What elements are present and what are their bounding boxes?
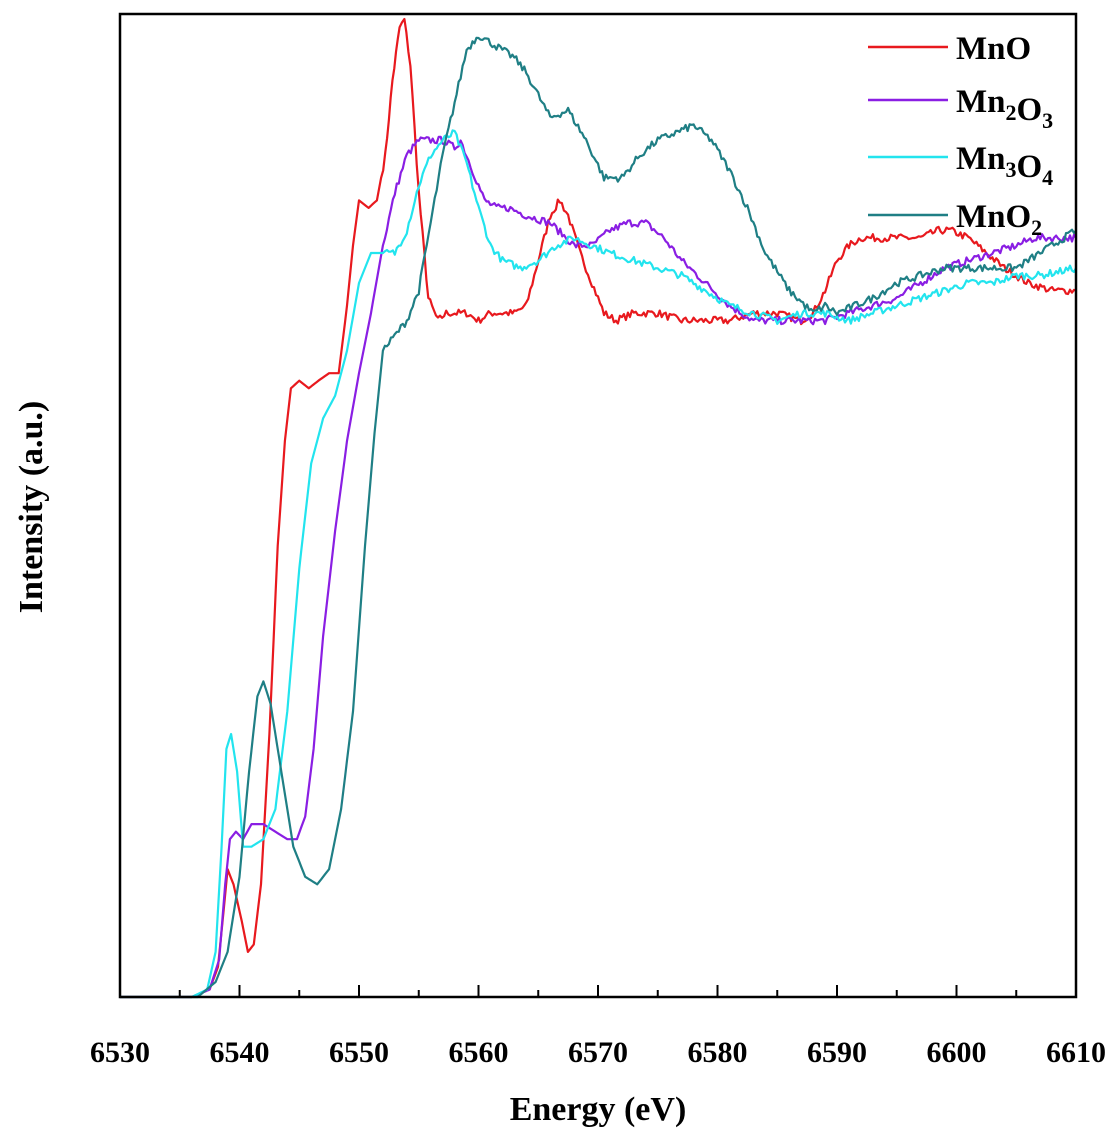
series-layer bbox=[120, 17, 1077, 999]
legend-item-mn2o3: Mn2O3 bbox=[868, 84, 1053, 133]
x-tick-label: 6550 bbox=[329, 1036, 389, 1069]
x-axis-title: Energy (eV) bbox=[510, 1091, 687, 1128]
series-line-mno bbox=[120, 17, 1077, 999]
x-tick-label: 6610 bbox=[1046, 1036, 1106, 1069]
series-line-mn2o3 bbox=[120, 135, 1077, 999]
x-tick-label: 6580 bbox=[688, 1036, 748, 1069]
legend: MnO Mn2O3 Mn3O4 MnO2 bbox=[868, 31, 1053, 240]
x-tick-label: 6560 bbox=[449, 1036, 509, 1069]
series-line-mn3o4 bbox=[120, 129, 1077, 999]
series-line-mno2 bbox=[120, 36, 1077, 999]
legend-label: Mn2O3 bbox=[956, 84, 1053, 133]
legend-label: Mn3O4 bbox=[956, 141, 1053, 190]
x-tick-label: 6590 bbox=[807, 1036, 867, 1069]
x-axis-ticks: 6530 6540 6550 6560 6570 6580 6590 6600 6610 bbox=[90, 985, 1106, 1069]
y-axis-title: Intensity (a.u.) bbox=[13, 401, 50, 614]
legend-label: MnO2 bbox=[956, 199, 1042, 240]
legend-item-mn3o4: Mn3O4 bbox=[868, 141, 1053, 190]
x-tick-label: 6530 bbox=[90, 1036, 150, 1069]
legend-item-mno2: MnO2 bbox=[868, 199, 1042, 240]
x-tick-label: 6570 bbox=[568, 1036, 628, 1069]
legend-label: MnO bbox=[956, 31, 1031, 67]
x-tick-label: 6540 bbox=[210, 1036, 270, 1069]
x-tick-label: 6600 bbox=[927, 1036, 987, 1069]
legend-item-mno: MnO bbox=[868, 31, 1031, 67]
